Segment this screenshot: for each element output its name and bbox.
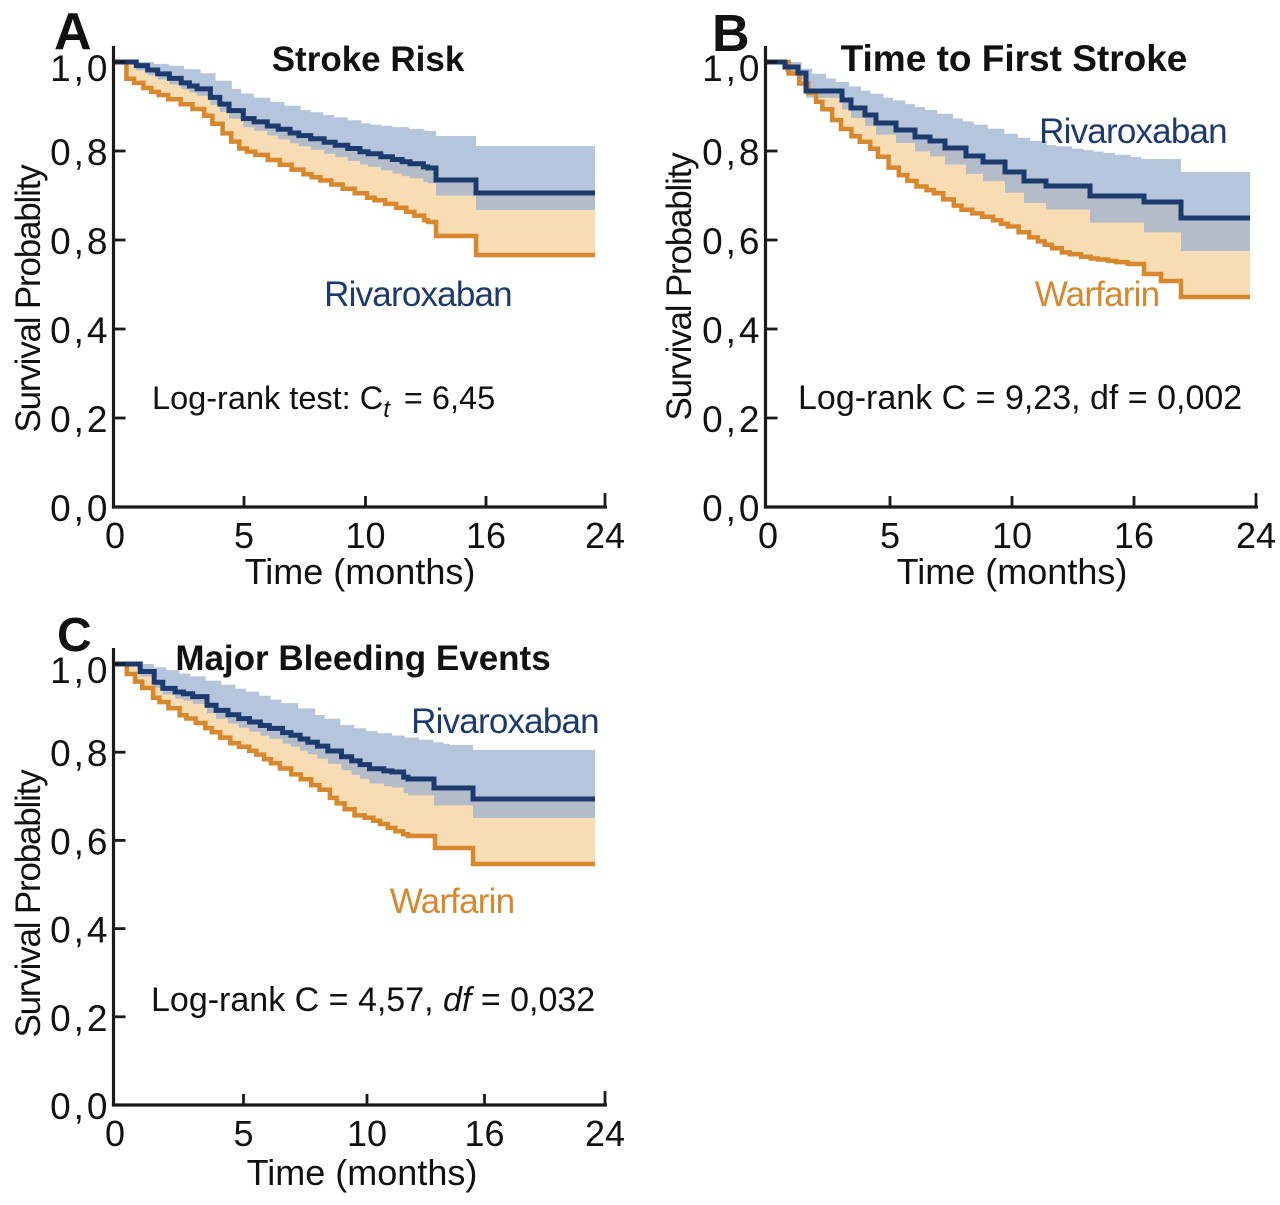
svg-text:1,0: 1,0 bbox=[702, 48, 762, 89]
svg-text:Survival Probablity: Survival Probablity bbox=[660, 152, 699, 421]
svg-text:16: 16 bbox=[464, 1113, 504, 1154]
svg-text:10: 10 bbox=[347, 1113, 387, 1154]
svg-text:0,4: 0,4 bbox=[50, 310, 110, 351]
svg-text:Time to First Stroke: Time to First Stroke bbox=[841, 38, 1188, 79]
svg-text:0,4: 0,4 bbox=[702, 310, 762, 351]
svg-text:Time (months): Time (months) bbox=[897, 551, 1128, 592]
svg-text:Log-rank C = 4,57, df = 0,032: Log-rank C = 4,57, df = 0,032 bbox=[151, 981, 595, 1019]
svg-text:16: 16 bbox=[1114, 515, 1154, 556]
svg-text:0,8: 0,8 bbox=[50, 733, 110, 774]
svg-text:Time (months): Time (months) bbox=[247, 1152, 478, 1193]
svg-text:0,0: 0,0 bbox=[50, 1086, 110, 1127]
svg-text:10: 10 bbox=[992, 515, 1032, 556]
svg-text:24: 24 bbox=[585, 515, 625, 556]
svg-text:0,0: 0,0 bbox=[702, 488, 762, 529]
svg-text:0,0: 0,0 bbox=[50, 488, 110, 529]
svg-text:0,2: 0,2 bbox=[50, 998, 110, 1039]
svg-text:0: 0 bbox=[105, 1113, 125, 1154]
svg-text:B: B bbox=[712, 5, 750, 63]
svg-text:Survival Probablity: Survival Probablity bbox=[9, 164, 48, 433]
svg-text:Time (months): Time (months) bbox=[245, 551, 476, 592]
svg-text:Rivaroxaban: Rivaroxaban bbox=[1039, 112, 1227, 151]
svg-text:Rivaroxaban: Rivaroxaban bbox=[411, 702, 599, 741]
svg-text:Stroke Risk: Stroke Risk bbox=[272, 40, 465, 79]
svg-text:5: 5 bbox=[233, 1113, 253, 1154]
svg-text:C: C bbox=[57, 609, 92, 662]
svg-text:0,8: 0,8 bbox=[50, 132, 110, 173]
svg-text:5: 5 bbox=[234, 515, 254, 556]
svg-text:A: A bbox=[54, 3, 92, 61]
svg-text:0,6: 0,6 bbox=[50, 821, 110, 862]
svg-text:Major Bleeding Events: Major Bleeding Events bbox=[175, 639, 550, 678]
svg-text:0,8: 0,8 bbox=[50, 221, 110, 262]
svg-text:0,8: 0,8 bbox=[702, 132, 762, 173]
svg-text:0,6: 0,6 bbox=[702, 221, 762, 262]
svg-text:0: 0 bbox=[758, 515, 778, 556]
svg-text:Survival Probablity: Survival Probablity bbox=[9, 769, 48, 1038]
svg-text:0,2: 0,2 bbox=[702, 399, 762, 440]
svg-text:Log-rank C = 9,23, df = 0,002: Log-rank C = 9,23, df = 0,002 bbox=[798, 379, 1242, 417]
svg-text:Warfarin: Warfarin bbox=[1035, 275, 1160, 314]
svg-text:24: 24 bbox=[1236, 515, 1276, 556]
svg-text:Log-rank test: Ct = 6,45: Log-rank test: Ct = 6,45 bbox=[152, 380, 495, 423]
svg-text:24: 24 bbox=[585, 1113, 625, 1154]
svg-text:1,0: 1,0 bbox=[50, 650, 110, 691]
svg-text:0,4: 0,4 bbox=[50, 910, 110, 951]
svg-text:16: 16 bbox=[466, 515, 506, 556]
svg-text:1,0: 1,0 bbox=[50, 48, 110, 89]
svg-text:5: 5 bbox=[880, 515, 900, 556]
svg-text:10: 10 bbox=[345, 515, 385, 556]
svg-text:0,2: 0,2 bbox=[50, 399, 110, 440]
svg-text:0: 0 bbox=[105, 515, 125, 556]
svg-text:Rivaroxaban: Rivaroxaban bbox=[324, 275, 512, 314]
svg-text:Warfarin: Warfarin bbox=[390, 882, 515, 921]
